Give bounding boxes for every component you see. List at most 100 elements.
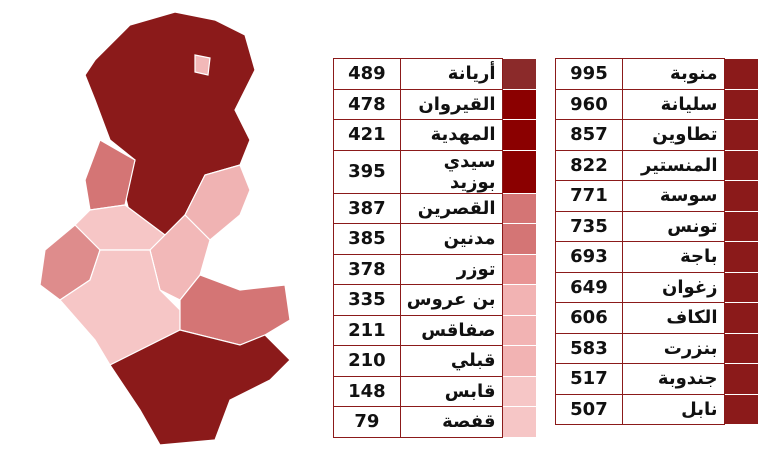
region [149, 214, 211, 301]
count: 489 [333, 58, 401, 90]
row: 79 قفصة [333, 406, 538, 438]
swatch [501, 253, 538, 285]
count: 210 [333, 345, 401, 377]
row: 735 تونس [555, 210, 759, 242]
swatch [723, 119, 759, 151]
row: 995 منوبة [555, 58, 759, 90]
count: 995 [555, 58, 623, 90]
row: 771 سوسة [555, 180, 759, 212]
governorate: توزر [399, 253, 503, 285]
row: 583 بنزرت [555, 332, 759, 364]
governorate: الكاف [621, 302, 725, 334]
count: 960 [555, 88, 623, 120]
swatch [501, 58, 538, 90]
count: 507 [555, 393, 623, 425]
governorate: سليانة [621, 88, 725, 120]
governorate: منوبة [621, 58, 725, 90]
swatch [723, 241, 759, 273]
governorate: صفاقس [399, 314, 503, 346]
row: 421 المهدية [333, 119, 538, 151]
governorate: سوسة [621, 180, 725, 212]
row: 507 نابل [555, 393, 759, 425]
swatch [501, 192, 538, 224]
row: 395 سيدي بوزيد [333, 149, 538, 194]
row: 378 توزر [333, 253, 538, 285]
swatch [723, 393, 759, 425]
row: 211 صفاقس [333, 314, 538, 346]
row: 822 المنستير [555, 149, 759, 181]
row: 148 قابس [333, 375, 538, 407]
swatch [723, 271, 759, 303]
row: 960 سليانة [555, 88, 759, 120]
swatch [723, 149, 759, 181]
count: 478 [333, 88, 401, 120]
count: 211 [333, 314, 401, 346]
swatch [501, 88, 538, 120]
swatch [501, 119, 538, 151]
count: 421 [333, 119, 401, 151]
governorate: القيروان [399, 88, 503, 120]
swatch [501, 375, 538, 407]
table-right: 995 منوبة 960 سليانة 857 تطاوين 822 المنستير 771… [555, 58, 759, 425]
count: 771 [555, 180, 623, 212]
row: 210 قبلي [333, 345, 538, 377]
governorate: قفصة [399, 406, 503, 438]
count: 79 [333, 406, 401, 438]
row: 385 مدنين [333, 223, 538, 255]
governorate: المهدية [399, 119, 503, 151]
swatch [723, 58, 759, 90]
count: 606 [555, 302, 623, 334]
governorate: بنزرت [621, 332, 725, 364]
governorate: قابس [399, 375, 503, 407]
governorate: المنستير [621, 149, 725, 181]
swatch [723, 88, 759, 120]
row: 517 جندوبة [555, 363, 759, 395]
count: 387 [333, 192, 401, 224]
swatch [501, 149, 538, 194]
row: 478 القيروان [333, 88, 538, 120]
governorate: بن عروس [399, 284, 503, 316]
swatch [501, 406, 538, 438]
count: 693 [555, 241, 623, 273]
count: 857 [555, 119, 623, 151]
row: 335 بن عروس [333, 284, 538, 316]
swatch [723, 210, 759, 242]
count: 335 [333, 284, 401, 316]
governorate: أريانة [399, 58, 503, 90]
governorate: تطاوين [621, 119, 725, 151]
region [194, 54, 211, 76]
governorate: جندوبة [621, 363, 725, 395]
count: 822 [555, 149, 623, 181]
count: 378 [333, 253, 401, 285]
tunisia-map [39, 11, 291, 446]
table-left: 489 أريانة 478 القيروان 421 المهدية 395 سيدي بو… [333, 58, 538, 438]
row: 857 تطاوين [555, 119, 759, 151]
row: 693 باجة [555, 241, 759, 273]
swatch [501, 314, 538, 346]
governorate: زغوان [621, 271, 725, 303]
row: 649 زغوان [555, 271, 759, 303]
count: 735 [555, 210, 623, 242]
region [59, 249, 181, 366]
count: 385 [333, 223, 401, 255]
swatch [501, 345, 538, 377]
swatch [723, 363, 759, 395]
governorate: باجة [621, 241, 725, 273]
swatch [723, 302, 759, 334]
count: 649 [555, 271, 623, 303]
governorate: نابل [621, 393, 725, 425]
region [109, 329, 291, 446]
row: 489 أريانة [333, 58, 538, 90]
row: 606 الكاف [555, 302, 759, 334]
governorate: مدنين [399, 223, 503, 255]
count: 395 [333, 149, 401, 194]
count: 583 [555, 332, 623, 364]
swatch [723, 332, 759, 364]
governorate: تونس [621, 210, 725, 242]
swatch [501, 284, 538, 316]
count: 148 [333, 375, 401, 407]
swatch [501, 223, 538, 255]
row: 387 القصرين [333, 192, 538, 224]
count: 517 [555, 363, 623, 395]
